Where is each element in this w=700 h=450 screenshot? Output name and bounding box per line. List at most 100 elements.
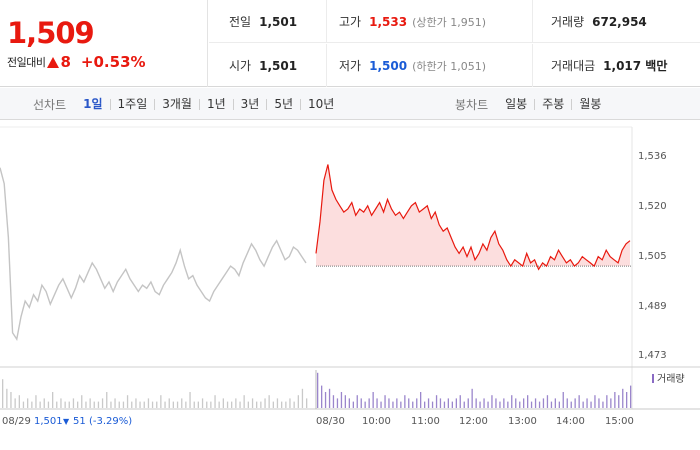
today-volume-bar: [586, 398, 588, 408]
x-tick-label: 10:00: [362, 416, 391, 427]
up-triangle-icon: [47, 56, 60, 68]
info-label: 거래대금: [551, 59, 596, 73]
today-volume-bar: [515, 398, 517, 408]
today-volume-bar: [431, 401, 434, 408]
tab-3y[interactable]: 3년: [232, 98, 267, 110]
tab-5y[interactable]: 5년: [266, 98, 300, 110]
today-volume-bar: [364, 401, 366, 408]
today-volume-bar: [388, 398, 390, 408]
info-cell-volume: 거래량 672,954: [532, 0, 700, 43]
info-row: 전일 1,501 고가 1,533 (상한가 1,951) 거래량 672,95…: [209, 0, 700, 43]
prev-volume-bar: [260, 401, 262, 408]
prev-volume-bar: [185, 401, 187, 408]
today-volume-bar: [582, 401, 584, 408]
current-price-box: 1,509 전일대비 8 +0.53%: [0, 0, 208, 87]
today-volume-bar: [459, 395, 461, 408]
upper-limit: (상한가 1,951): [412, 15, 486, 29]
prev-volume-bar: [39, 401, 41, 408]
today-volume-bar: [578, 395, 580, 408]
info-label: 전일: [229, 15, 252, 29]
today-volume-bar: [495, 398, 497, 408]
today-volume-bar: [566, 398, 568, 408]
today-volume-bar: [317, 372, 319, 408]
info-label: 시가: [229, 59, 252, 73]
today-volume-bar: [546, 395, 549, 408]
today-volume-bar: [618, 395, 620, 408]
volume-legend-label: 거래량: [657, 373, 685, 385]
prev-volume-bar: [135, 398, 137, 408]
today-volume-bar: [467, 398, 469, 408]
today-volume-bar: [408, 398, 410, 408]
prev-volume-bar: [231, 401, 233, 408]
prev-volume-bar: [235, 398, 237, 408]
prev-volume-bar: [181, 398, 183, 408]
prev-volume-bar: [281, 401, 283, 408]
tab-1y[interactable]: 1년: [198, 98, 233, 110]
prev-volume-bar: [189, 392, 191, 408]
info-value: 1,500: [369, 58, 408, 73]
x-tick-label: 14:00: [556, 416, 585, 427]
prev-volume-bar: [56, 401, 58, 408]
x-tick-label: 12:00: [459, 416, 488, 427]
today-volume-bar: [372, 392, 374, 408]
info-value: 1,501: [259, 58, 298, 73]
prev-volume-bar: [43, 398, 45, 408]
x-tick-label: 15:00: [605, 416, 634, 427]
today-volume-bar: [530, 401, 533, 408]
info-label: 거래량: [551, 15, 585, 29]
y-tick-label: 1,520: [638, 201, 667, 212]
today-volume-bar: [622, 388, 624, 408]
tab-3m[interactable]: 3개월: [154, 98, 199, 110]
today-area-fill: [316, 164, 630, 267]
today-volume-bar: [471, 388, 473, 408]
prev-volume-bar: [168, 398, 170, 408]
info-value: 1,017 백만: [603, 59, 668, 73]
today-volume-bar: [499, 401, 501, 408]
prev-volume-bar: [239, 401, 241, 408]
lower-limit: (하한가 1,051): [412, 59, 486, 73]
y-tick-label: 1,489: [638, 301, 667, 312]
prev-volume-bar: [77, 401, 79, 408]
y-axis-ticks: 1,536 1,520 1,505 1,489 1,473: [638, 151, 667, 361]
tab-daily[interactable]: 일봉: [505, 96, 528, 111]
prev-volume-bar: [106, 392, 108, 408]
today-volume-bar: [538, 401, 541, 408]
today-volume-bar: [427, 398, 430, 408]
prev-volume-bar: [110, 401, 112, 408]
today-volume-bar: [523, 398, 525, 408]
prev-volume-bar: [14, 398, 16, 408]
info-cell-low: 저가 1,500 (하한가 1,051): [326, 44, 532, 87]
today-volume-bar: [380, 401, 382, 408]
info-row: 시가 1,501 저가 1,500 (하한가 1,051) 거래대금 1,017…: [209, 44, 700, 87]
tab-10y[interactable]: 10년: [300, 98, 341, 110]
line-chart-label: 선차트: [33, 97, 67, 112]
today-volume-bar: [479, 401, 481, 408]
prev-volume-bar: [256, 401, 258, 408]
today-volume-bar: [420, 392, 422, 408]
prev-volume-bar: [114, 398, 116, 408]
today-price-line: [315, 164, 631, 271]
current-price: 1,509: [7, 16, 95, 50]
prev-volume-bar: [151, 401, 154, 408]
today-volume-bar: [376, 398, 378, 408]
tab-monthly[interactable]: 월봉: [571, 98, 608, 110]
prev-volume-bar: [214, 395, 216, 408]
today-volume-bar: [340, 392, 343, 408]
prev-change-amount: 51: [73, 416, 86, 427]
today-volume-bar: [352, 401, 354, 408]
prev-volume-bar: [64, 401, 66, 408]
prev-volume-bar: [139, 401, 141, 408]
tab-1d[interactable]: 1일: [83, 96, 103, 111]
volume-bars: [2, 372, 632, 408]
today-volume-bar: [542, 398, 545, 408]
prev-volume-bar: [264, 398, 266, 408]
prev-volume-bar: [81, 395, 83, 408]
price-change: 전일대비 8 +0.53%: [7, 53, 146, 71]
today-volume-bar: [321, 385, 323, 408]
change-amount: 8: [60, 53, 71, 71]
prev-volume-bar: [10, 392, 12, 408]
tab-weekly[interactable]: 주봉: [534, 98, 571, 110]
today-volume-bar: [336, 398, 339, 408]
prev-volume-bar: [197, 401, 199, 408]
tab-1w[interactable]: 1주일: [109, 98, 155, 110]
